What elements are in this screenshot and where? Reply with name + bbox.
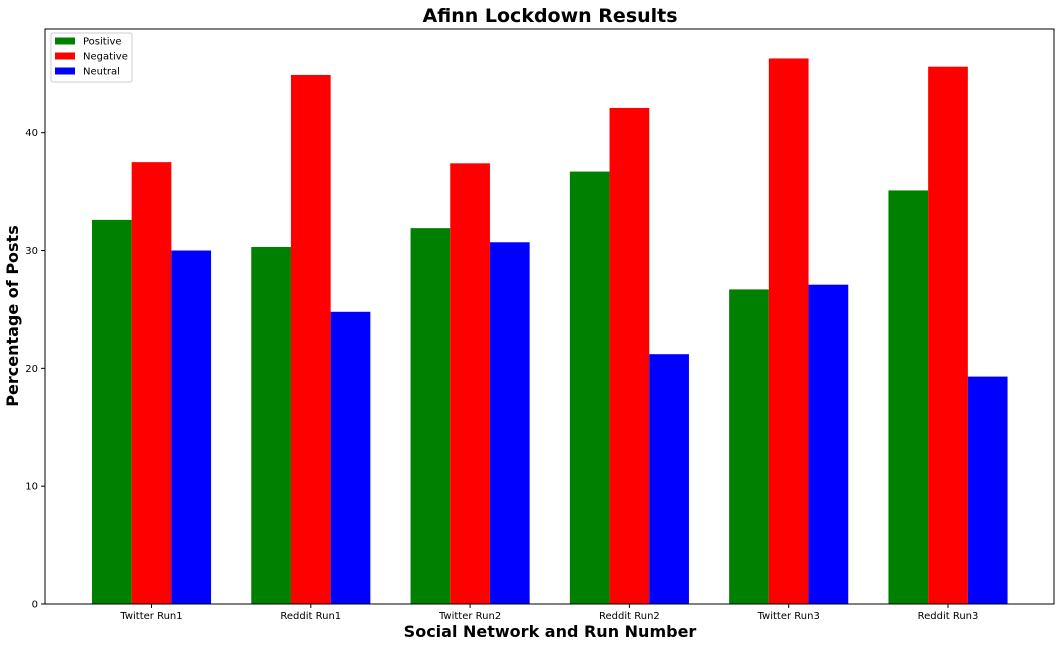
y-tick-label: 10: [25, 482, 38, 493]
y-axis: 0 10 20 30 40: [25, 128, 45, 611]
bars-layer: [91, 58, 1008, 605]
bar-positive-reddit-run3: [888, 190, 929, 605]
x-tick-label: Reddit Run3: [918, 611, 979, 622]
bar-positive-twitter-run2: [410, 228, 451, 604]
legend-swatch-positive: [55, 37, 75, 45]
bar-neutral-reddit-run1: [330, 311, 371, 604]
bar-negative-twitter-run2: [450, 163, 490, 604]
bar-negative-reddit-run2: [609, 107, 650, 604]
legend-swatch-neutral: [55, 67, 75, 75]
x-axis-label: Social Network and Run Number: [404, 622, 697, 641]
legend-label-neutral: Neutral: [83, 67, 120, 78]
bar-positive-reddit-run2: [569, 171, 610, 604]
bar-positive-twitter-run1: [91, 219, 132, 604]
bar-neutral-twitter-run2: [489, 242, 530, 604]
legend-label-positive: Positive: [83, 37, 122, 48]
bar-neutral-reddit-run3: [967, 376, 1008, 604]
x-tick-label: Twitter Run2: [438, 611, 501, 622]
bar-positive-reddit-run1: [251, 246, 291, 605]
y-tick-label: 30: [25, 246, 38, 257]
x-axis: Twitter Run1 Reddit Run1 Twitter Run2 Reddi…: [119, 604, 978, 622]
bar-positive-twitter-run3: [729, 289, 769, 604]
y-axis-label: Percentage of Posts: [3, 225, 22, 406]
y-tick-label: 40: [25, 128, 38, 139]
bar-neutral-twitter-run1: [171, 250, 212, 604]
legend: Positive Negative Neutral: [50, 32, 133, 83]
x-tick-label: Twitter Run3: [757, 611, 820, 622]
bar-negative-twitter-run1: [131, 162, 172, 604]
bar-negative-reddit-run3: [928, 66, 968, 604]
bar-neutral-twitter-run3: [808, 284, 849, 604]
y-tick-label: 20: [25, 364, 38, 375]
y-tick-label: 0: [32, 600, 38, 611]
chart-title: Afinn Lockdown Results: [422, 5, 677, 27]
x-tick-label: Reddit Run1: [280, 611, 341, 622]
legend-label-negative: Negative: [83, 52, 128, 63]
bar-negative-twitter-run3: [768, 58, 809, 604]
bar-neutral-reddit-run2: [649, 354, 689, 604]
bar-negative-reddit-run1: [290, 74, 331, 604]
plot-frame: [44, 28, 1055, 605]
x-tick-label: Twitter Run1: [119, 611, 182, 622]
legend-swatch-negative: [55, 52, 75, 60]
x-tick-label: Reddit Run2: [599, 611, 660, 622]
